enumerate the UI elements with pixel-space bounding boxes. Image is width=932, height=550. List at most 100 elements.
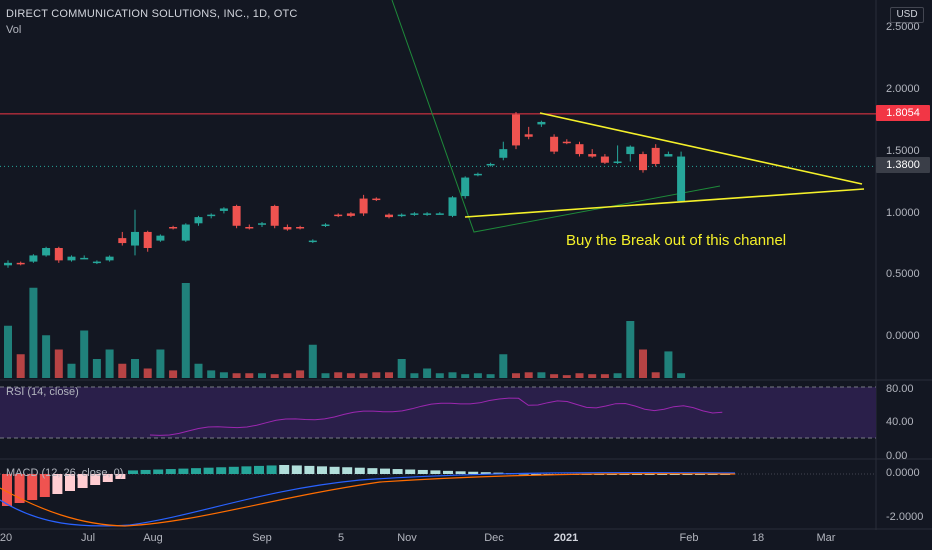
rsi-band bbox=[0, 387, 876, 438]
macd-histogram-bar bbox=[669, 474, 680, 475]
volume-bar bbox=[16, 354, 25, 378]
candle-body bbox=[194, 217, 203, 224]
rsi-axis-label: 0.00 bbox=[886, 450, 908, 462]
macd-histogram-bar bbox=[254, 465, 264, 474]
volume-bar bbox=[677, 373, 686, 378]
volume-bar bbox=[131, 359, 139, 378]
macd-histogram-bar bbox=[644, 474, 655, 475]
macd-histogram-bar bbox=[632, 474, 642, 475]
candle-body bbox=[575, 144, 584, 155]
volume-bar bbox=[118, 363, 127, 378]
macd-indicator-label[interactable]: MACD (12, 26, close, 0) bbox=[6, 467, 124, 479]
price-axis-label: 0.5000 bbox=[886, 268, 920, 280]
macd-histogram-bar bbox=[128, 470, 138, 474]
macd-histogram-bar bbox=[367, 468, 378, 474]
volume-bar bbox=[600, 374, 609, 378]
candle-body bbox=[131, 231, 139, 246]
macd-histogram-bar bbox=[531, 474, 542, 475]
volume-bar bbox=[283, 373, 292, 378]
time-axis-label: 2021 bbox=[553, 532, 579, 544]
macd-histogram-bar bbox=[695, 474, 705, 475]
time-axis-label: Mar bbox=[816, 532, 836, 544]
volume-bar bbox=[524, 372, 533, 378]
volume-bar bbox=[334, 372, 343, 378]
volume-bar bbox=[385, 372, 393, 378]
macd-histogram-bar bbox=[216, 467, 227, 474]
volume-bar bbox=[42, 335, 51, 378]
symbol-title[interactable]: DIRECT COMMUNICATION SOLUTIONS, INC., 1D… bbox=[6, 8, 298, 20]
rsi-indicator-label[interactable]: RSI (14, close) bbox=[6, 386, 79, 398]
price-axis-label: 1.0000 bbox=[886, 207, 920, 219]
volume-bar bbox=[397, 359, 406, 378]
volume-bar bbox=[194, 363, 203, 378]
candle-body bbox=[397, 214, 406, 217]
volume-bar bbox=[461, 374, 470, 378]
rsi-axis-label: 80.00 bbox=[886, 383, 914, 395]
volume-bar bbox=[651, 372, 660, 378]
macd-histogram-bar bbox=[417, 469, 428, 474]
currency-button[interactable]: USD bbox=[890, 7, 924, 23]
volume-bar bbox=[67, 363, 76, 378]
volume-bar bbox=[270, 374, 279, 378]
volume-bar bbox=[105, 349, 114, 378]
volume-bar bbox=[664, 351, 673, 378]
candle-body bbox=[181, 224, 190, 241]
volume-bar bbox=[54, 349, 63, 378]
candle-body bbox=[156, 235, 165, 241]
macd-histogram-bar bbox=[279, 465, 290, 474]
macd-histogram-bar bbox=[430, 470, 441, 474]
trade-annotation[interactable]: Buy the Break out of this channel bbox=[566, 232, 787, 249]
candle-body bbox=[207, 214, 216, 217]
volume-bar bbox=[29, 287, 38, 378]
candle-body bbox=[359, 198, 368, 214]
macd-histogram-bar bbox=[657, 474, 668, 475]
price-axis-label: 2.0000 bbox=[886, 83, 920, 95]
volume-bar bbox=[435, 373, 444, 378]
volume-bar bbox=[512, 373, 520, 378]
macd-histogram-bar bbox=[405, 469, 416, 474]
candle-body bbox=[346, 213, 355, 216]
macd-histogram-bar bbox=[493, 472, 504, 474]
time-axis-label: Aug bbox=[143, 532, 163, 544]
time-axis-label: 18 bbox=[751, 532, 765, 544]
volume-bar bbox=[550, 374, 559, 378]
macd-axis-label: 0.0000 bbox=[886, 467, 920, 479]
volume-bar bbox=[181, 283, 190, 378]
macd-histogram-bar bbox=[191, 468, 201, 474]
macd-histogram-bar bbox=[140, 469, 151, 474]
macd-histogram-bar bbox=[317, 466, 327, 474]
candle-body bbox=[334, 214, 343, 217]
macd-histogram-bar bbox=[14, 474, 25, 503]
candle-body bbox=[524, 134, 533, 137]
candle-body bbox=[67, 256, 76, 261]
candle-body bbox=[283, 226, 292, 230]
volume-bar bbox=[626, 321, 635, 378]
volume-bar bbox=[423, 368, 432, 378]
volume-bar bbox=[372, 372, 381, 378]
volume-bar bbox=[499, 354, 508, 378]
candle-body bbox=[537, 121, 546, 125]
macd-histogram-bar bbox=[165, 469, 176, 474]
macd-histogram-bar bbox=[392, 469, 403, 474]
volume-label[interactable]: Vol bbox=[6, 24, 22, 36]
candle-body bbox=[626, 146, 635, 155]
volume-bar bbox=[156, 349, 165, 378]
macd-histogram-bar bbox=[241, 466, 252, 474]
macd-histogram-bar bbox=[682, 474, 693, 475]
macd-histogram-bar bbox=[65, 474, 75, 491]
volume-bar bbox=[143, 368, 152, 378]
macd-histogram-bar bbox=[266, 465, 277, 474]
macd-histogram-bar bbox=[291, 465, 302, 474]
macd-histogram-bar bbox=[354, 467, 365, 474]
volume-bar bbox=[588, 374, 597, 378]
volume-bar bbox=[562, 375, 571, 378]
macd-histogram-bar bbox=[619, 474, 630, 475]
volume-bar bbox=[613, 373, 622, 378]
time-axis-label: Dec bbox=[484, 532, 504, 544]
candle-body bbox=[219, 208, 228, 211]
candle-body bbox=[296, 226, 305, 229]
candle-body bbox=[54, 248, 63, 261]
macd-histogram-bar bbox=[39, 474, 50, 497]
macd-histogram-bar bbox=[52, 474, 63, 494]
